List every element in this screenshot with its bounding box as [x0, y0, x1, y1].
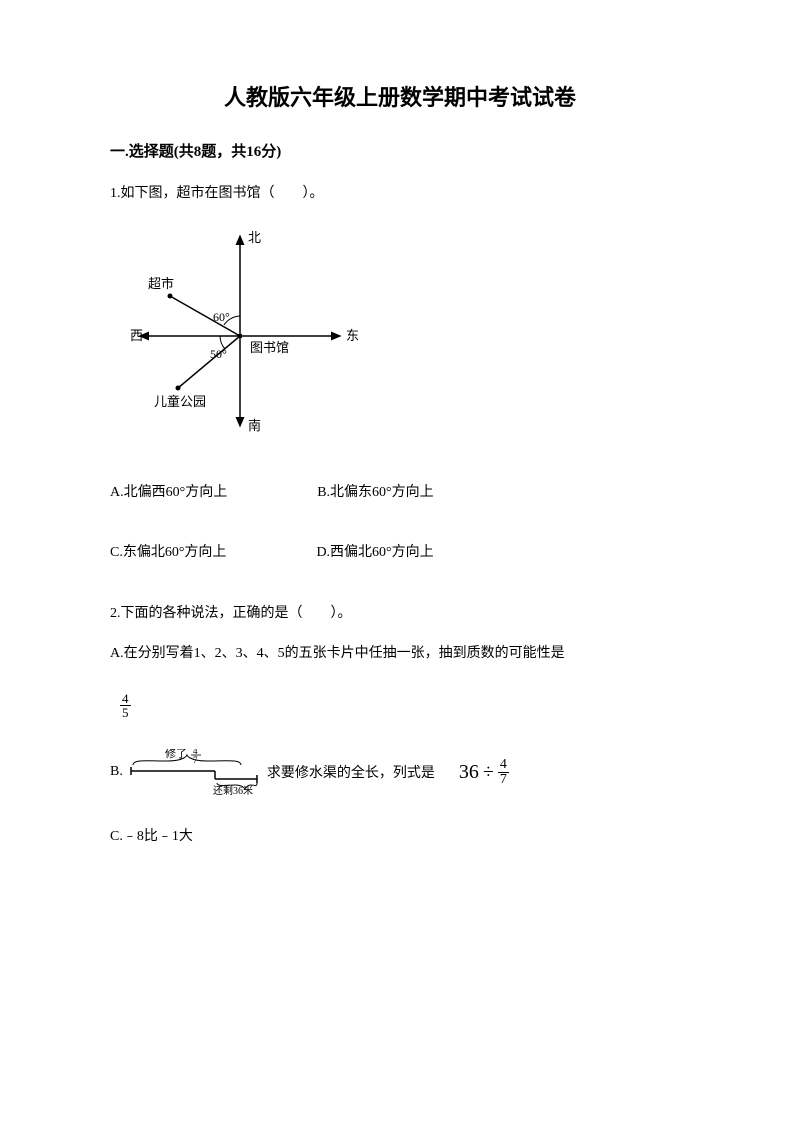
page-title: 人教版六年级上册数学期中考试试卷: [110, 80, 690, 112]
canal-bottom-label: 还剩36米: [213, 784, 253, 795]
q1-option-a: A.北偏西60°方向上: [110, 481, 227, 501]
formula-frac-den: 7: [498, 773, 509, 787]
q1-diagram: 北 南 东 西 图书馆 超市 儿童公园 60° 50°: [130, 226, 690, 451]
label-south: 南: [248, 418, 261, 433]
canal-diagram: 修了 4 7 还剩36米: [127, 749, 263, 795]
formula-lhs: 36: [459, 761, 479, 784]
q1-option-b: B.北偏东60°方向上: [317, 481, 433, 501]
q2-option-b-prefix: B.: [110, 764, 123, 780]
angle-supermarket: 60°: [213, 310, 230, 324]
formula-frac-num: 4: [498, 758, 509, 773]
q2-option-c: C.﹣8比﹣1大: [110, 825, 690, 845]
angle-park: 50°: [210, 347, 227, 361]
q1-text: 1.如下图，超市在图书馆（ ）。: [110, 181, 690, 206]
q1-option-d: D.西偏北60°方向上: [316, 541, 433, 561]
q2-option-b-mid: 求要修水渠的全长，列式是: [267, 762, 435, 782]
frac-num: 4: [120, 692, 131, 706]
label-library: 图书馆: [250, 340, 289, 355]
q2-option-a-fraction: 4 5: [120, 692, 690, 719]
section-header: 一.选择题(共8题，共16分): [110, 140, 690, 161]
q2-option-b-formula: 36 ÷ 4 7: [459, 758, 509, 787]
label-east: 东: [346, 328, 359, 343]
label-supermarket: 超市: [148, 276, 174, 291]
label-north: 北: [248, 230, 261, 245]
label-park: 儿童公园: [154, 394, 206, 409]
q1-option-c: C.东偏北60°方向上: [110, 541, 226, 561]
canal-frac-den: 7: [193, 755, 198, 765]
q2-text: 2.下面的各种说法，正确的是（ ）。: [110, 601, 690, 626]
label-west: 西: [130, 328, 143, 343]
q1-options-row1: A.北偏西60°方向上 B.北偏东60°方向上: [110, 481, 690, 501]
q2-option-a-text: A.在分别写着1、2、3、4、5的五张卡片中任抽一张，抽到质数的可能性是: [110, 642, 690, 662]
formula-op: ÷: [483, 761, 494, 784]
frac-den: 5: [120, 706, 131, 719]
q2-option-b: B. 修了 4 7 还剩36米 求要修水渠的全长，列式是 36 ÷ 4 7: [110, 749, 690, 795]
canal-top-label: 修了: [165, 749, 187, 760]
q1-options-row2: C.东偏北60°方向上 D.西偏北60°方向上: [110, 541, 690, 561]
